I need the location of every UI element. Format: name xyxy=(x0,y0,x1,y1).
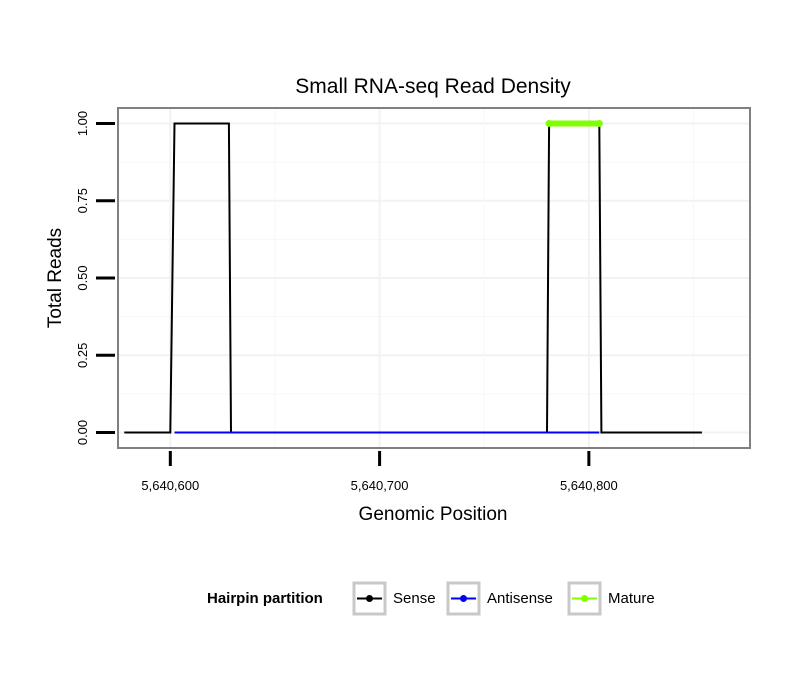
legend-swatch-point-antisense xyxy=(460,595,467,602)
legend: Hairpin partition Sense Antisense Mature xyxy=(207,581,655,616)
series-mature-point xyxy=(545,119,553,127)
x-axis: 5,640,600 5,640,700 5,640,800 xyxy=(141,451,618,493)
legend-swatch-point-sense xyxy=(366,595,373,602)
legend-label-antisense: Antisense xyxy=(487,590,553,607)
y-axis-label: Total Reads xyxy=(45,228,66,328)
data-series xyxy=(124,119,702,434)
y-tick-label: 1.00 xyxy=(75,111,90,136)
y-tick-label: 0.00 xyxy=(75,420,90,445)
y-tick-label: 0.25 xyxy=(75,343,90,368)
plot-border xyxy=(117,107,751,449)
series-mature-point xyxy=(595,119,603,127)
x-tick-label: 5,640,700 xyxy=(351,478,409,493)
legend-swatch-point-mature xyxy=(581,595,588,602)
y-tick-label: 0.50 xyxy=(75,265,90,290)
grid-lines xyxy=(118,108,750,448)
x-tick-label: 5,640,800 xyxy=(560,478,618,493)
legend-label-mature: Mature xyxy=(608,590,655,607)
x-axis-label: Genomic Position xyxy=(359,504,508,525)
y-axis: 0.00 0.25 0.50 0.75 1.00 xyxy=(75,111,115,445)
legend-title: Hairpin partition xyxy=(207,590,323,607)
y-tick-label: 0.75 xyxy=(75,188,90,213)
chart-title: Small RNA-seq Read Density xyxy=(295,75,571,98)
legend-label-sense: Sense xyxy=(393,590,436,607)
x-tick-label: 5,640,600 xyxy=(141,478,199,493)
